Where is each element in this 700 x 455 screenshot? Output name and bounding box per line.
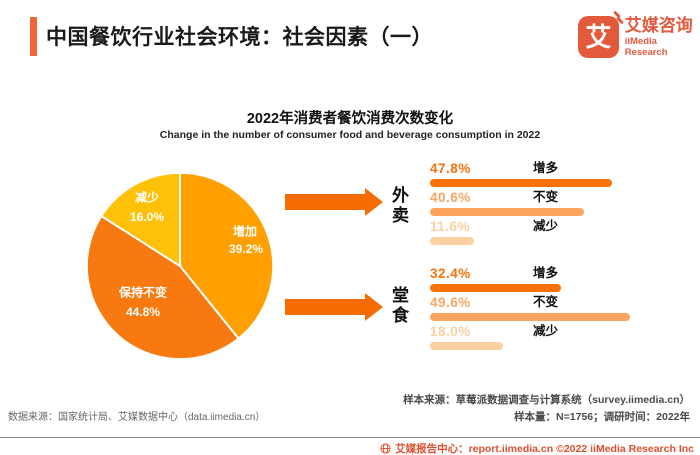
- bar: [430, 313, 630, 321]
- bar-label: 增多: [533, 266, 559, 280]
- group-label-dinein: 堂食: [389, 286, 408, 326]
- bar: [430, 179, 612, 187]
- bar-row: 47.8% 增多: [430, 160, 695, 189]
- bar-label: 增多: [533, 161, 559, 175]
- bar-value: 11.6%: [430, 219, 471, 234]
- arrow-icon-takeout: [285, 188, 383, 216]
- bar-value: 32.4%: [430, 266, 471, 281]
- pie-value-unchanged: 44.8%: [125, 305, 161, 319]
- pie-label-unchanged: 保持不变: [118, 285, 168, 300]
- chart-subtitle: Change in the number of consumer food an…: [159, 129, 541, 141]
- pie-svg: [85, 171, 275, 361]
- sample-source-note: 样本来源：草莓派数据调查与计算系统（survey.iimedia.cn）: [403, 394, 690, 406]
- bar-label: 不变: [533, 295, 559, 309]
- bar-row: 49.6% 不变: [430, 294, 695, 323]
- plug-icon: [612, 10, 624, 25]
- pie-label-decrease: 减少: [134, 190, 160, 205]
- report-center-bar: 艾媒报告中心：report.iimedia.cn ©2022 iiMedia R…: [380, 441, 694, 455]
- chart-title: 2022年消费者餐饮消费次数变化: [246, 111, 454, 127]
- data-source-note: 数据来源：国家统计局、艾媒数据中心（data.iimedia.cn）: [8, 412, 266, 423]
- bar: [430, 237, 475, 245]
- title-accent-bar: [30, 17, 37, 56]
- logo-mark: 艾: [578, 10, 624, 58]
- bar-row: 40.6% 不变: [430, 189, 695, 218]
- pie-label-increase: 增加: [232, 224, 258, 239]
- footer-divider: [0, 437, 700, 438]
- logo-name-en: iiMedia Research: [624, 35, 668, 58]
- arrow-icon-dinein: [285, 293, 383, 321]
- bar: [430, 208, 585, 216]
- sample-size-note: 样本量：N=1756；调研时间：2022年: [514, 411, 690, 423]
- bar: [430, 342, 503, 350]
- group-label-takeout: 外卖: [389, 186, 408, 226]
- bar-group-takeout: 47.8% 增多 40.6% 不变 11.6% 减少: [430, 160, 695, 247]
- bar-value: 18.0%: [430, 324, 471, 339]
- pie-value-increase: 39.2%: [228, 242, 264, 256]
- pie-value-decrease: 16.0%: [129, 210, 165, 224]
- bar-row: 11.6% 减少: [430, 218, 695, 247]
- globe-icon: [380, 443, 391, 454]
- logo-name-cn: 艾媒咨询: [624, 16, 693, 36]
- report-center-text: 艾媒报告中心：report.iimedia.cn ©2022 iiMedia R…: [395, 443, 694, 455]
- bar-label: 减少: [533, 324, 559, 338]
- bar-value: 40.6%: [430, 190, 471, 205]
- logo-glyph: 艾: [585, 22, 612, 52]
- iimedia-logo: 艾 艾媒咨询 iiMedia Research: [578, 10, 700, 58]
- bar-label: 减少: [533, 219, 559, 233]
- logo-text: 艾媒咨询 iiMedia Research: [625, 16, 700, 58]
- bar: [430, 284, 561, 292]
- page-title: 中国餐饮行业社会环境：社会因素（一）: [46, 26, 433, 49]
- bar-value: 49.6%: [430, 295, 471, 310]
- bar-label: 不变: [533, 190, 559, 204]
- pie-chart: 减少 16.0% 增加 39.2% 保持不变 44.8%: [83, 169, 277, 363]
- bar-row: 32.4% 增多: [430, 265, 695, 294]
- bar-row: 18.0% 减少: [430, 323, 695, 352]
- bar-group-dinein: 32.4% 增多 49.6% 不变 18.0% 减少: [430, 265, 695, 352]
- bar-value: 47.8%: [430, 161, 471, 176]
